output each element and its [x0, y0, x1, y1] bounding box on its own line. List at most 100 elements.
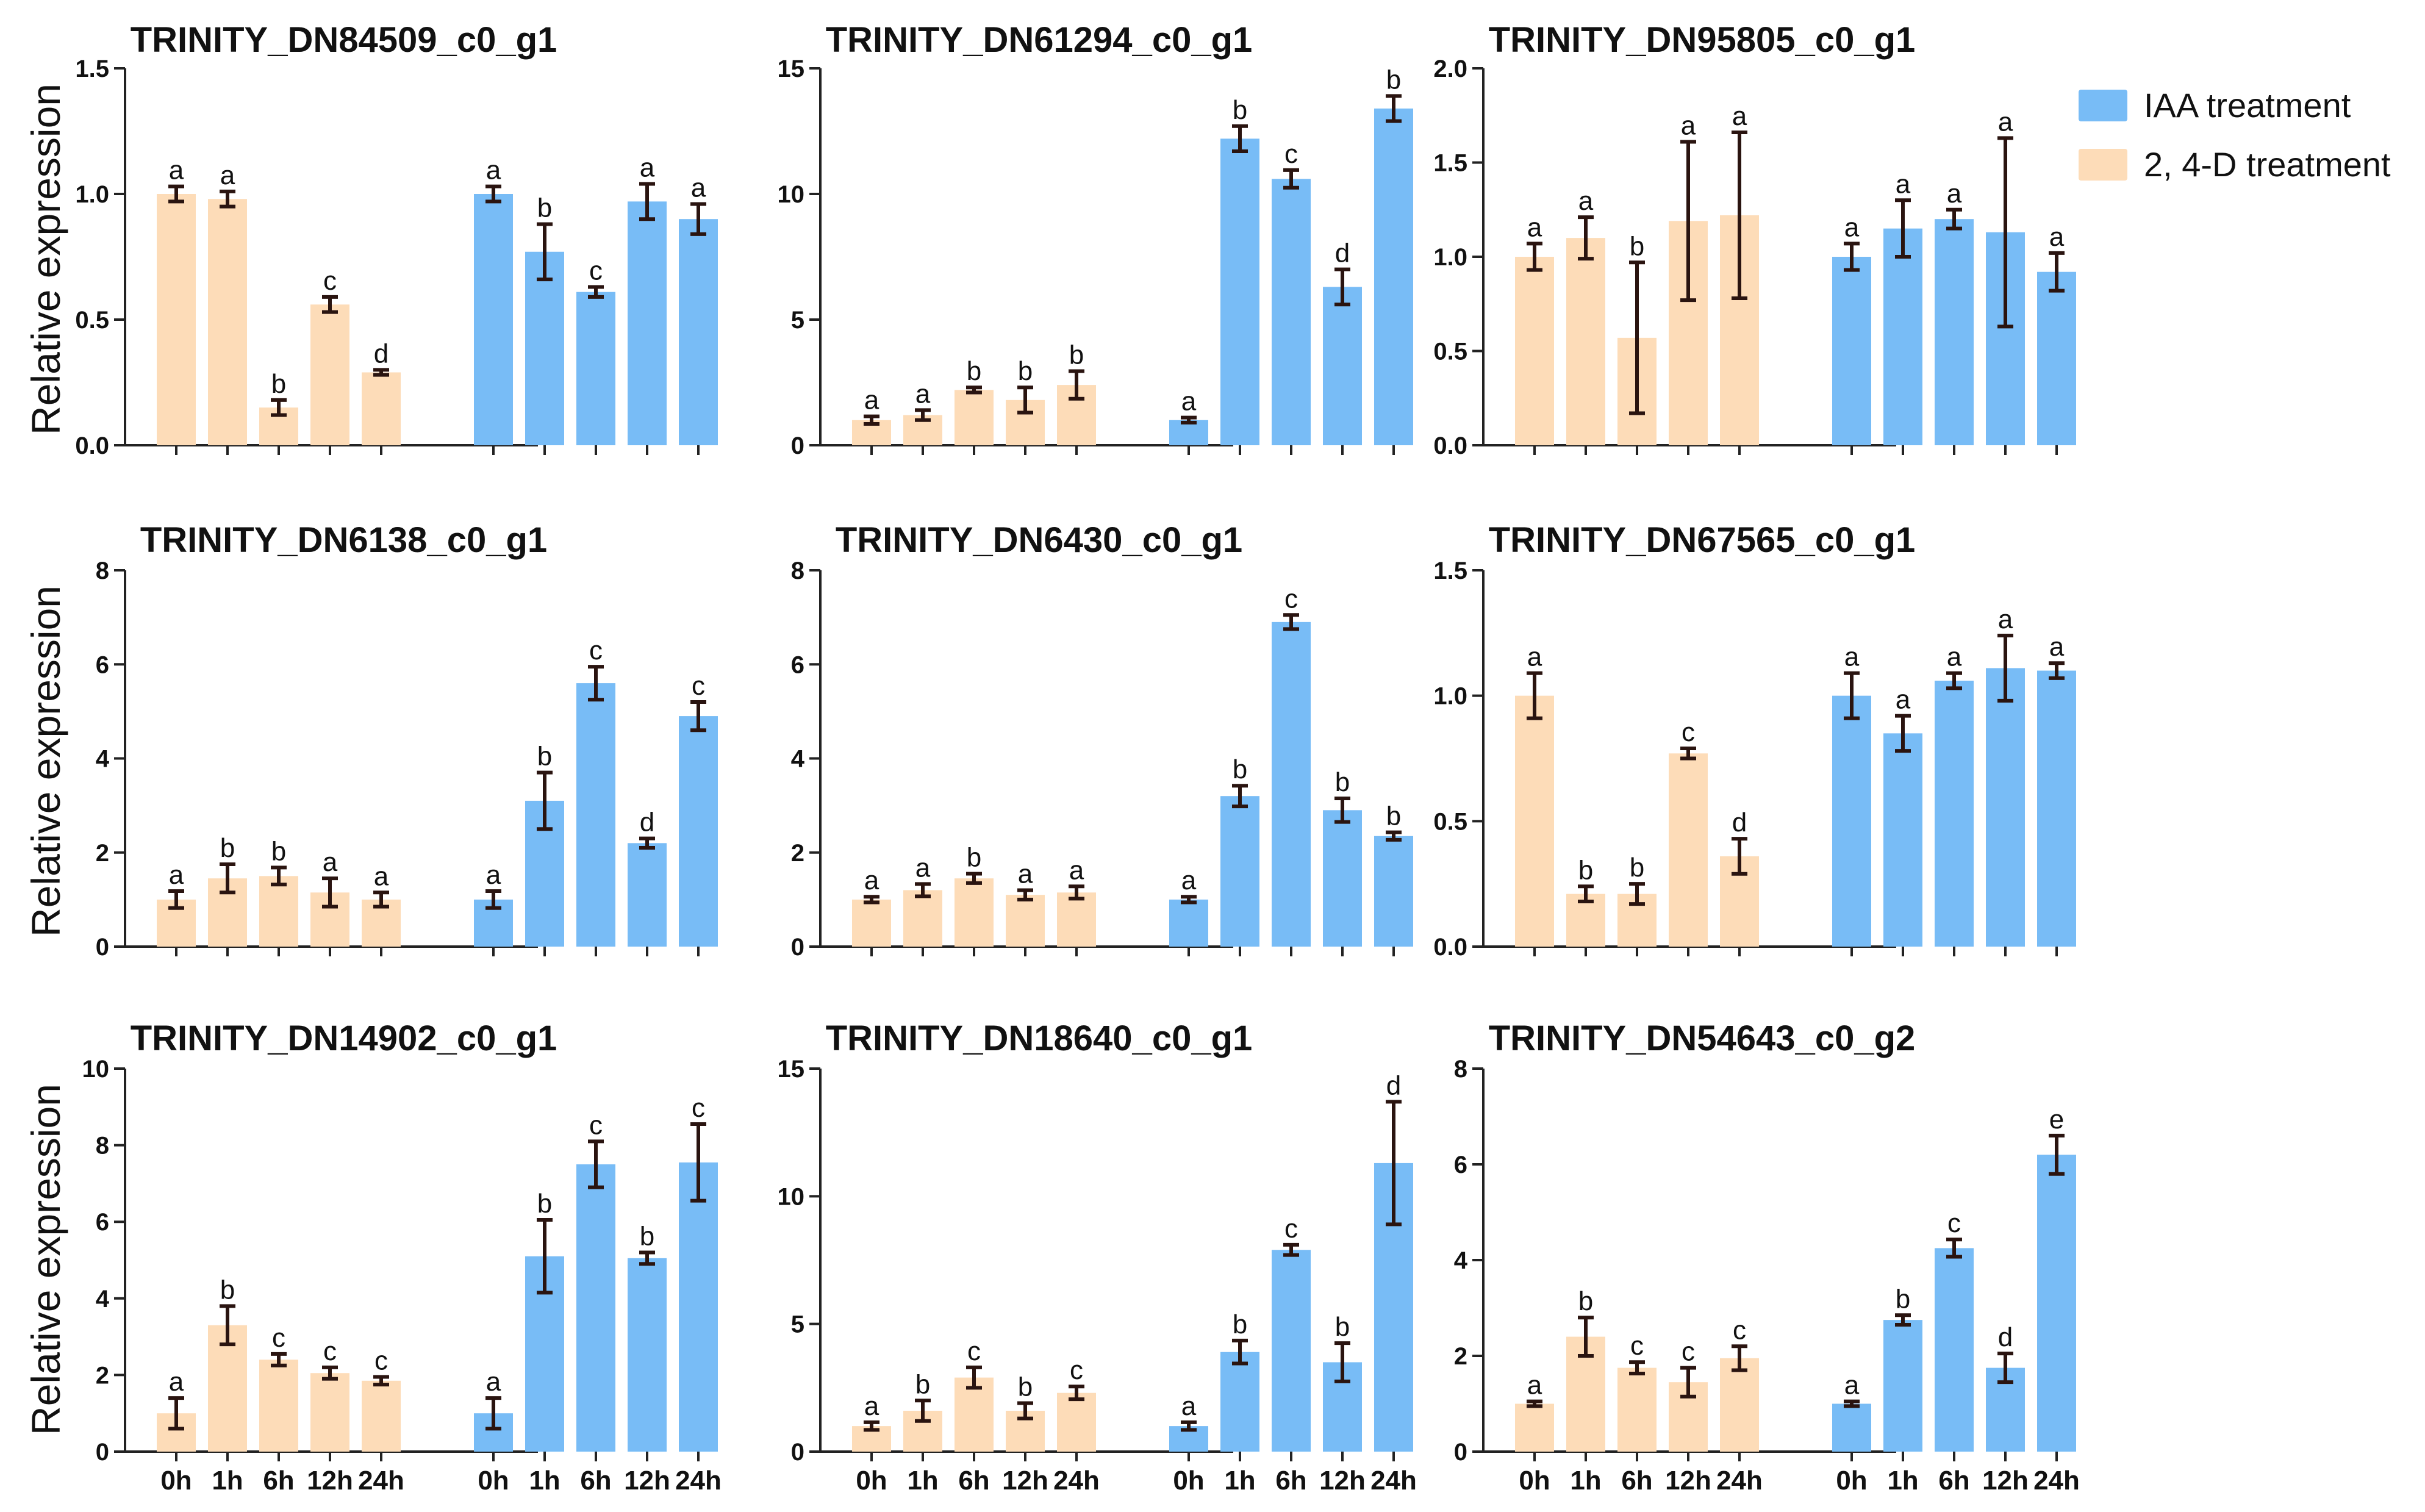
x-tick-label: 1h	[1224, 1466, 1255, 1496]
bar	[2037, 1155, 2076, 1452]
y-tick-label: 1.5	[75, 56, 109, 82]
significance-letter: a	[640, 153, 655, 183]
significance-letter: a	[915, 379, 931, 409]
x-tick-label: 6h	[263, 1466, 294, 1496]
x-tick-label: 12h	[1982, 1466, 2029, 1496]
y-tick-label: 4	[96, 1286, 110, 1313]
significance-letter: a	[1947, 642, 1962, 672]
panel-title: TRINITY_DN84509_c0_g1	[131, 20, 557, 60]
bar	[525, 251, 564, 445]
significance-letter: c	[1947, 1208, 1961, 1238]
x-tick-label: 0h	[856, 1466, 887, 1496]
y-tick-label: 1.0	[1433, 683, 1467, 710]
significance-letter: c	[1284, 1214, 1298, 1244]
x-tick-label: 24h	[1370, 1466, 1417, 1496]
significance-letter: a	[1998, 107, 2013, 137]
bar	[576, 683, 615, 947]
significance-letter: b	[1896, 1284, 1910, 1314]
x-tick-label: 6h	[1621, 1466, 1652, 1496]
x-tick-label: 24h	[2033, 1466, 2080, 1496]
y-tick-label: 2	[791, 840, 804, 867]
significance-letter: a	[1527, 212, 1542, 242]
significance-letter: a	[1998, 604, 2013, 634]
x-tick-label: 0h	[1836, 1466, 1867, 1496]
significance-letter: b	[1335, 1312, 1350, 1342]
significance-letter: b	[1018, 1372, 1033, 1402]
significance-letter: b	[1233, 754, 1247, 784]
bar	[1935, 680, 1974, 947]
significance-letter: d	[1386, 1070, 1401, 1100]
significance-letter: c	[589, 636, 603, 665]
y-tick-label: 0	[791, 1439, 804, 1466]
significance-letter: b	[537, 742, 552, 772]
bar	[955, 878, 994, 947]
bar	[576, 292, 615, 445]
x-tick-label: 24h	[1716, 1466, 1763, 1496]
significance-letter: b	[1069, 340, 1084, 370]
x-tick-label: 12h	[1002, 1466, 1048, 1496]
panel-title: TRINITY_DN61294_c0_g1	[826, 20, 1253, 60]
bar	[1515, 1403, 1554, 1452]
bar	[1515, 695, 1554, 947]
panel-title: TRINITY_DN14902_c0_g1	[131, 1019, 557, 1058]
legend-label-24d: 2, 4-D treatment	[2144, 145, 2391, 184]
y-tick-label: 6	[96, 651, 109, 678]
y-tick-label: 1.5	[1433, 150, 1467, 177]
significance-letter: a	[486, 860, 501, 890]
significance-letter: a	[864, 385, 879, 415]
y-tick-label: 15	[778, 1056, 805, 1083]
y-tick-label: 2	[1454, 1343, 1467, 1370]
significance-letter: a	[1069, 855, 1084, 885]
bar	[474, 194, 513, 445]
y-tick-label: 0.5	[1433, 808, 1467, 835]
significance-letter: a	[486, 1367, 501, 1397]
significance-letter: c	[1682, 1337, 1695, 1367]
significance-letter: b	[1233, 1310, 1247, 1339]
significance-letter: c	[1630, 1331, 1644, 1361]
panel-title: TRINITY_DN18640_c0_g1	[826, 1019, 1253, 1058]
x-tick-label: 1h	[1570, 1466, 1601, 1496]
significance-letter: c	[323, 1336, 337, 1366]
x-tick-label: 1h	[212, 1466, 243, 1496]
x-tick-label: 6h	[580, 1466, 611, 1496]
significance-letter: a	[1578, 186, 1594, 216]
bar	[679, 1162, 718, 1452]
significance-letter: a	[1947, 179, 1962, 209]
bar	[903, 890, 942, 947]
bar	[310, 304, 349, 445]
panel-title: TRINITY_DN95805_c0_g1	[1489, 20, 1916, 60]
y-tick-label: 6	[791, 651, 804, 678]
significance-letter: b	[271, 836, 286, 866]
y-tick-label: 0	[791, 432, 804, 459]
y-tick-label: 4	[96, 746, 110, 773]
significance-letter: c	[692, 671, 705, 701]
significance-letter: a	[1844, 212, 1860, 242]
bar	[1374, 836, 1413, 947]
bar	[1006, 895, 1045, 947]
significance-letter: a	[2049, 632, 2065, 662]
y-tick-label: 0	[791, 934, 804, 961]
significance-letter: c	[272, 1323, 285, 1353]
x-tick-label: 6h	[1938, 1466, 1969, 1496]
significance-letter: b	[1578, 1286, 1593, 1316]
panel-1: TRINITY_DN84509_c0_g1 0.0 0.5 1.0 1.5 a a b c d a b…	[75, 20, 718, 459]
significance-letter: c	[1284, 139, 1298, 169]
panel-7: TRINITY_DN14902_c0_g1 0 2 4 6 8 10 a 0h b 1h c 6h c 12…	[82, 1019, 722, 1496]
bar	[1220, 796, 1259, 947]
bar	[628, 843, 667, 947]
bar	[2037, 670, 2076, 947]
x-tick-label: 1h	[529, 1466, 560, 1496]
panel-title: TRINITY_DN67565_c0_g1	[1489, 520, 1916, 560]
x-tick-label: 24h	[358, 1466, 404, 1496]
bar	[1935, 219, 1974, 445]
significance-letter: c	[1733, 1315, 1746, 1345]
significance-letter: a	[1732, 101, 1747, 131]
significance-letter: a	[1844, 1370, 1860, 1400]
significance-letter: d	[374, 339, 389, 368]
significance-letter: c	[1284, 584, 1298, 614]
significance-letter: b	[967, 842, 981, 872]
y-tick-label: 2.0	[1433, 56, 1467, 82]
significance-letter: c	[692, 1093, 705, 1123]
bar	[1832, 257, 1871, 445]
significance-letter: b	[915, 1369, 930, 1399]
